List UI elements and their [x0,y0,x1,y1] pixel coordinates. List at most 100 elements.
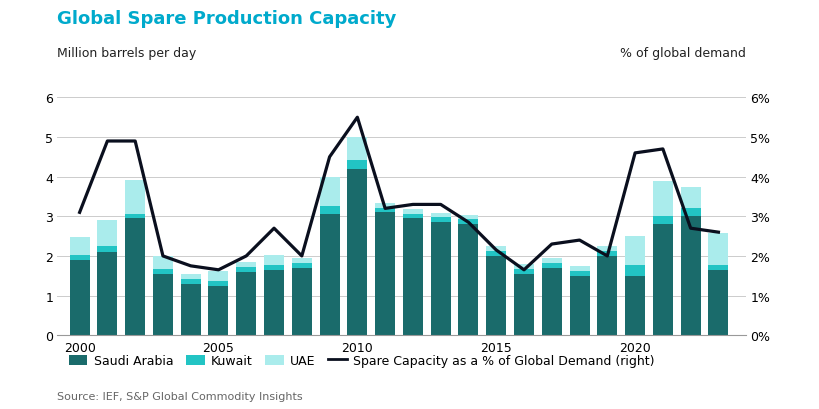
Bar [402,219,423,335]
Bar [180,274,201,279]
Spare Capacity as a % of Global Demand (right) [491,248,500,253]
Spare Capacity as a % of Global Demand (right) [130,139,140,144]
Bar [347,138,367,161]
Bar [208,271,229,281]
Bar [430,218,450,222]
Spare Capacity as a % of Global Demand (right) [657,147,667,152]
Bar [70,256,89,260]
Bar [97,252,117,335]
Bar [319,215,339,335]
Spare Capacity as a % of Global Demand (right) [158,254,168,259]
Bar [347,169,367,335]
Spare Capacity as a % of Global Demand (right) [602,254,612,259]
Bar [652,225,672,335]
Bar [458,220,477,225]
Text: % of global demand: % of global demand [619,47,745,60]
Bar [125,219,145,335]
Bar [624,265,645,276]
Bar [97,246,117,252]
Bar [180,284,201,335]
Spare Capacity as a % of Global Demand (right) [296,254,306,259]
Spare Capacity as a % of Global Demand (right) [518,268,528,273]
Bar [264,256,283,265]
Bar [680,217,699,335]
Bar [569,267,589,271]
Bar [402,209,423,214]
Spare Capacity as a % of Global Demand (right) [630,151,640,156]
Bar [458,225,477,335]
Bar [292,268,311,335]
Bar [208,281,229,286]
Spare Capacity as a % of Global Demand (right) [186,264,196,269]
Bar [680,208,699,217]
Bar [347,161,367,169]
Spare Capacity as a % of Global Demand (right) [463,220,473,225]
Bar [319,207,339,215]
Bar [125,180,145,214]
Bar [596,252,617,256]
Bar [153,257,173,270]
Bar [430,213,450,218]
Bar [292,263,311,268]
Bar [458,215,477,220]
Text: Source: IEF, S&P Global Commodity Insights: Source: IEF, S&P Global Commodity Insigh… [57,391,303,401]
Bar [514,270,533,274]
Bar [180,279,201,284]
Bar [153,274,173,335]
Bar [541,263,561,268]
Bar [374,203,395,208]
Bar [541,268,561,335]
Spare Capacity as a % of Global Demand (right) [213,268,223,273]
Bar [264,265,283,270]
Bar [652,181,672,216]
Spare Capacity as a % of Global Demand (right) [380,207,390,211]
Bar [374,208,395,213]
Bar [264,270,283,335]
Bar [430,222,450,335]
Bar [236,267,256,272]
Bar [374,213,395,335]
Bar [70,238,89,256]
Bar [680,187,699,208]
Bar [596,256,617,335]
Spare Capacity as a % of Global Demand (right) [324,155,334,160]
Bar [486,247,505,252]
Bar [97,221,117,246]
Line: Spare Capacity as a % of Global Demand (right): Spare Capacity as a % of Global Demand (… [79,118,717,270]
Bar [236,272,256,335]
Bar [208,286,229,335]
Spare Capacity as a % of Global Demand (right) [685,226,695,231]
Bar [708,270,727,335]
Spare Capacity as a % of Global Demand (right) [435,202,445,207]
Spare Capacity as a % of Global Demand (right) [75,210,84,215]
Bar [486,256,505,335]
Bar [596,247,617,252]
Bar [541,258,561,263]
Bar [236,263,256,267]
Bar [652,216,672,225]
Spare Capacity as a % of Global Demand (right) [269,226,278,231]
Spare Capacity as a % of Global Demand (right) [241,254,251,259]
Bar [514,274,533,335]
Bar [569,276,589,335]
Text: Global Spare Production Capacity: Global Spare Production Capacity [57,10,396,28]
Spare Capacity as a % of Global Demand (right) [408,202,418,207]
Bar [514,265,533,270]
Spare Capacity as a % of Global Demand (right) [352,115,362,120]
Bar [125,214,145,219]
Bar [319,177,339,207]
Text: Million barrels per day: Million barrels per day [57,47,197,60]
Spare Capacity as a % of Global Demand (right) [713,230,722,235]
Bar [486,252,505,256]
Spare Capacity as a % of Global Demand (right) [546,242,556,247]
Bar [708,233,727,265]
Spare Capacity as a % of Global Demand (right) [574,238,584,243]
Bar [402,214,423,219]
Bar [70,260,89,335]
Bar [153,270,173,274]
Spare Capacity as a % of Global Demand (right) [102,139,112,144]
Bar [292,258,311,263]
Bar [708,265,727,270]
Bar [569,271,589,276]
Legend: Saudi Arabia, Kuwait, UAE, Spare Capacity as a % of Global Demand (right): Saudi Arabia, Kuwait, UAE, Spare Capacit… [64,349,658,372]
